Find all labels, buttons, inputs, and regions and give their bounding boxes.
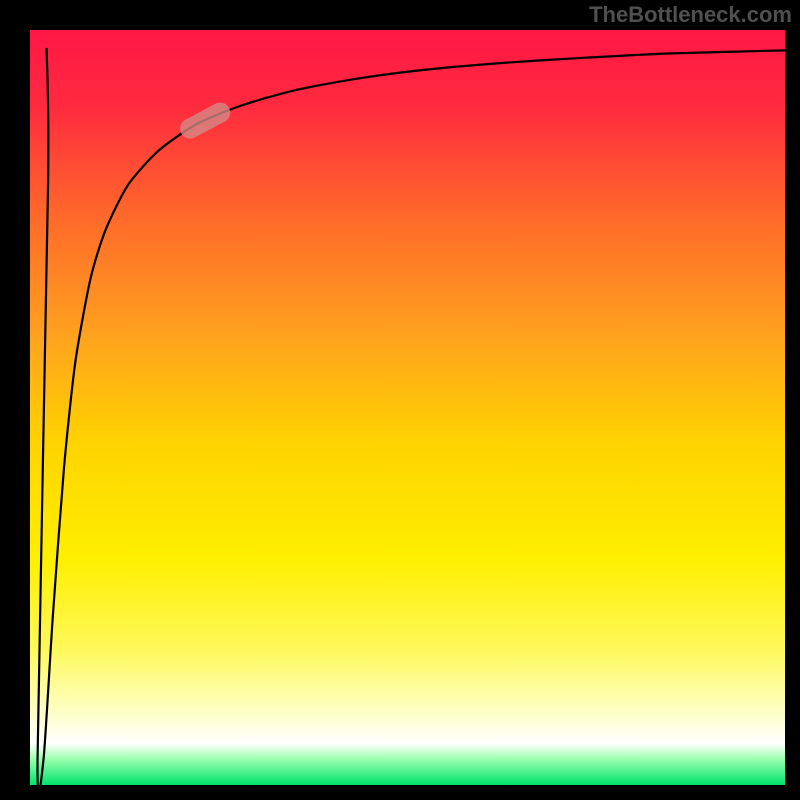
bottleneck-chart-svg — [0, 0, 800, 800]
chart-canvas: TheBottleneck.com — [0, 0, 800, 800]
watermark-text: TheBottleneck.com — [589, 2, 792, 28]
plot-background — [30, 30, 785, 785]
